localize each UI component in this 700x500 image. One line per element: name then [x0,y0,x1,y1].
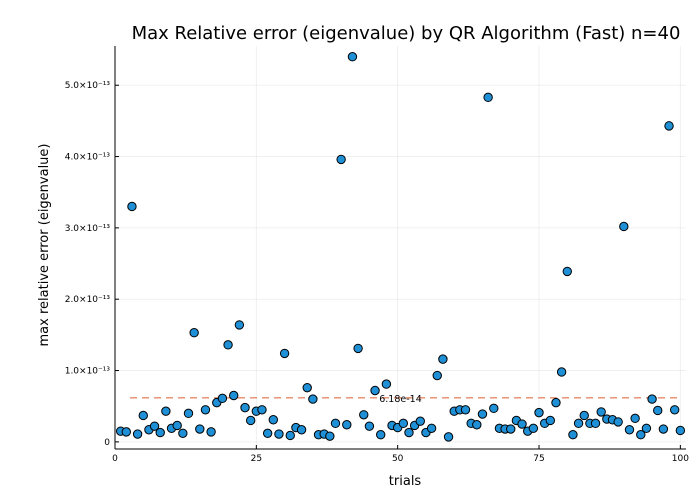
data-points [115,51,686,442]
data-point [381,379,392,389]
data-point [438,354,448,364]
data-point [279,348,290,359]
data-point [647,394,657,404]
data-point [127,201,137,212]
data-point [624,425,635,435]
data-point [590,418,601,429]
y-tick-label: 4.0×10⁻¹³ [65,153,111,163]
data-point [325,431,335,441]
data-point [161,406,171,416]
y-tick-label: 0 [104,438,110,448]
y-tick-label: 1.0×10⁻¹³ [65,367,111,377]
data-point [262,428,273,439]
data-point [596,407,606,417]
data-point [223,340,233,350]
mean-label: 6.18e-14 [379,394,422,405]
data-point [257,405,267,415]
data-point [370,385,380,396]
x-tick-label: 25 [251,454,262,464]
data-point [517,419,527,429]
data-point [426,423,437,434]
data-point [178,428,188,439]
data-point [229,390,239,401]
y-tick-label: 2.0×10⁻¹³ [65,295,111,305]
grid-layer [114,46,686,449]
data-point [489,403,499,414]
data-point [285,430,295,441]
data-point [155,427,165,438]
data-point [619,221,629,232]
data-point [364,421,375,431]
data-point [669,405,680,415]
data-point [460,405,471,415]
data-point [477,409,488,419]
data-point [658,424,669,434]
data-point [336,154,346,165]
data-point [200,405,211,415]
data-point [217,393,228,404]
data-point [149,421,160,431]
data-point [302,382,312,393]
data-point [630,413,640,424]
x-tick-label: 75 [533,454,544,464]
data-point [172,420,182,431]
data-point [296,425,307,435]
data-point [528,423,539,434]
data-point [206,427,216,437]
data-point [353,343,363,354]
x-axis-label: trials [389,474,422,489]
data-point [556,367,567,377]
data-point [404,427,414,438]
data-point [506,424,516,434]
data-point [545,415,556,426]
x-tick-label: 0 [112,454,118,464]
data-point [308,394,318,404]
chart-title: Max Relative error (eigenvalue) by QR Al… [132,23,681,44]
data-point [534,407,544,418]
data-point [551,397,561,408]
mean-line-group: 6.18e-14 [130,394,682,405]
data-point [245,415,256,426]
x-tick-label: 100 [672,454,689,464]
data-point [359,410,369,420]
data-point [675,425,686,436]
data-point [562,266,572,277]
data-point [234,320,245,330]
data-point [138,410,148,421]
data-point [641,423,652,434]
data-point [472,420,482,430]
data-point [483,92,493,103]
data-point [415,416,425,426]
data-point [268,415,278,425]
data-point [240,402,250,413]
data-point [653,405,663,416]
data-point [664,121,674,131]
data-point [573,418,584,429]
data-point [568,430,578,440]
data-point [347,51,358,62]
data-point [195,424,205,434]
data-point [636,430,646,440]
y-axis-label: max relative error (eigenvalue) [37,144,52,347]
data-point [121,427,132,437]
data-point [189,328,199,338]
data-point [342,420,352,430]
y-tick-label: 3.0×10⁻¹³ [65,224,111,234]
data-point [432,370,442,381]
y-tick-label: 5.0×10⁻¹³ [65,81,111,91]
data-point [398,418,409,429]
data-point [274,429,284,439]
x-tick-label: 50 [392,454,404,464]
axes [114,46,686,450]
data-point [330,418,341,429]
tick-labels: 0 25 50 75 100 0 1.0×10⁻¹³ 2.0×10⁻¹³ 3.0×10⁻¹³ 4.… [65,81,689,464]
data-point [132,429,143,439]
data-point [613,417,623,427]
data-point [579,410,589,421]
data-point [443,432,454,442]
data-point [183,408,194,419]
data-point [376,430,386,440]
